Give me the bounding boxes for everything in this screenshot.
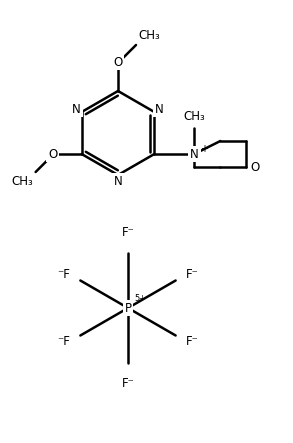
Text: +: + — [200, 144, 208, 154]
Text: O: O — [113, 55, 123, 69]
Text: N: N — [114, 175, 122, 187]
Text: F⁻: F⁻ — [186, 268, 199, 281]
Text: CH₃: CH₃ — [183, 110, 205, 123]
Text: CH₃: CH₃ — [138, 29, 160, 42]
Text: F⁻: F⁻ — [122, 226, 134, 239]
Text: F⁻: F⁻ — [186, 335, 199, 348]
Text: F⁻: F⁻ — [122, 377, 134, 390]
Text: N: N — [72, 102, 81, 116]
Text: N: N — [155, 102, 164, 116]
Text: P: P — [125, 302, 132, 315]
Text: ⁻F: ⁻F — [57, 335, 70, 348]
Text: N: N — [190, 148, 199, 160]
Text: CH₃: CH₃ — [11, 175, 33, 188]
Text: ⁻F: ⁻F — [57, 268, 70, 281]
Text: O: O — [48, 148, 57, 160]
Text: 5+: 5+ — [134, 294, 146, 303]
Text: O: O — [251, 160, 260, 174]
